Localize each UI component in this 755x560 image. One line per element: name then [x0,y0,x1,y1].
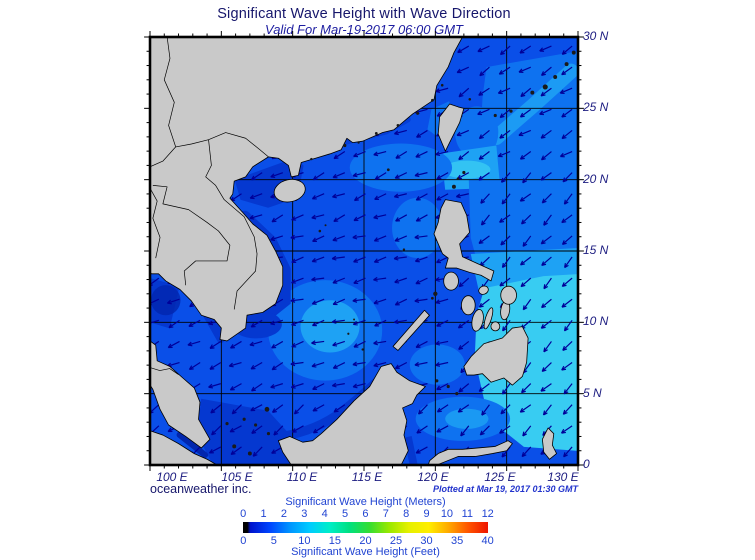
feet-tick-label: 40 [481,535,494,547]
lon-label: 100 E [156,470,188,484]
lat-label: 5 N [583,385,602,400]
colorbar-meters-ticks: 0 1 2 3 4 5 6 7 8 9 10 11 12 [233,508,498,520]
meters-tick-label: 1 [260,508,267,520]
lat-label: 10 N [583,314,609,329]
malay-peninsula [150,340,211,449]
feet-tick-label: 35 [450,535,464,547]
palawan [392,309,430,351]
feet-tick-label: 0 [240,535,247,547]
meters-tick-label: 0 [240,508,247,520]
lon-label: 120 E [417,470,449,484]
meters-tick-label: 2 [280,508,287,520]
meters-tick-label: 11 [461,508,474,520]
small-islands [225,50,576,456]
samar [500,285,517,305]
feet-tick-label: 5 [270,535,277,547]
country-borders-layer [150,37,269,375]
luzon [433,199,495,282]
credit-text: oceanweather inc. [150,482,252,496]
masbate [478,285,489,295]
colorbar-meters-label: Significant Wave Height (Meters) [285,496,446,508]
meters-tick-label: 3 [301,508,308,520]
feet-tick-label: 15 [328,535,342,547]
lat-label: 25 N [583,100,609,115]
feet-tick-label: 30 [420,535,433,547]
colorbar-feet-ticks: 0 5 10 15 20 25 30 35 40 [228,535,503,547]
halmahera [541,427,557,460]
meters-tick-label: 5 [342,508,349,520]
cebu [483,307,494,330]
lon-label: 130 E [547,470,579,484]
meters-tick-label: 8 [403,508,410,520]
lon-label: 115 E [351,470,383,484]
feet-tick-label: 25 [389,535,403,547]
bohol [490,321,501,332]
meters-tick-label: 4 [321,508,328,520]
meters-tick-label: 9 [423,508,430,520]
meters-tick-label: 7 [382,508,389,520]
negros [471,309,484,332]
taiwan [437,103,465,152]
lat-label: 0 [583,456,590,471]
panay [461,295,476,316]
colorbar-feet-label: Significant Wave Height (Feet) [291,546,440,558]
meters-tick-label: 6 [362,508,369,520]
borneo [278,363,426,466]
meters-tick-label: 10 [440,508,454,520]
plotted-timestamp: Plotted at Mar 19, 2017 01:30 GMT [432,484,578,494]
page-title: Significant Wave Height with Wave Direct… [217,6,511,22]
feet-tick-label: 20 [359,535,372,547]
hainan [273,179,306,203]
sumatra [150,430,218,466]
mainland-asia [150,37,463,342]
map-frame-border [148,35,580,467]
sulawesi [427,440,513,466]
valid-time-subtitle: Valid For Mar-19-2017 06:00 GMT [265,22,463,37]
lat-label: 15 N [583,242,609,257]
lon-label: 125 E [484,470,516,484]
lon-label: 110 E [286,470,318,484]
lon-label: 105 E [221,470,253,484]
meters-tick-label: 12 [481,508,494,520]
wave-height-map [144,30,584,472]
colorbar-gradient [243,522,488,533]
land-layer [150,37,576,466]
mindanao [463,326,529,386]
feet-tick-label: 10 [298,535,311,547]
lat-label: 30 N [583,29,609,43]
mindoro [443,271,459,291]
lat-label: 20 N [583,171,609,186]
